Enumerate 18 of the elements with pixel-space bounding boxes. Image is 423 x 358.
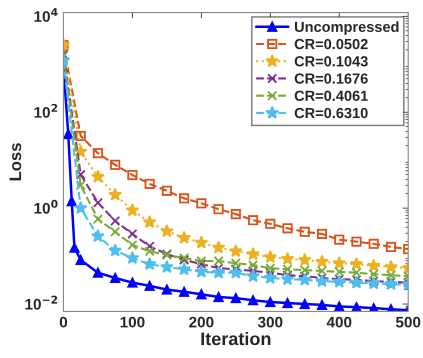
legend-label: CR=0.4061 (294, 90, 368, 101)
x-tick-label: 200 (189, 316, 214, 328)
x-tick-label: 0 (60, 316, 68, 328)
legend-label: CR=0.1043 (294, 56, 368, 66)
legend-label: CR=0.6310 (294, 108, 368, 118)
legend-label: Uncompressed (294, 21, 398, 35)
x-tick-label: 400 (326, 316, 352, 328)
x-tick-label: 500 (396, 316, 420, 328)
x-tick-label: 300 (258, 316, 282, 328)
x-tick-label: 100 (120, 316, 145, 328)
legend-label: CR=0.0502 (294, 38, 368, 50)
y-tick-label: 10$^{4}$ (34, 8, 58, 22)
y-tick-label: 10$^{−2}$ (25, 296, 58, 310)
legend-label: CR=0.1676 (294, 73, 368, 84)
y-tick-label: 10$^{2}$ (34, 104, 58, 118)
x-axis-title: Iteration (201, 332, 270, 346)
y-axis-title: Loss (10, 143, 22, 180)
y-tick-label: 10$^{0}$ (34, 200, 58, 214)
